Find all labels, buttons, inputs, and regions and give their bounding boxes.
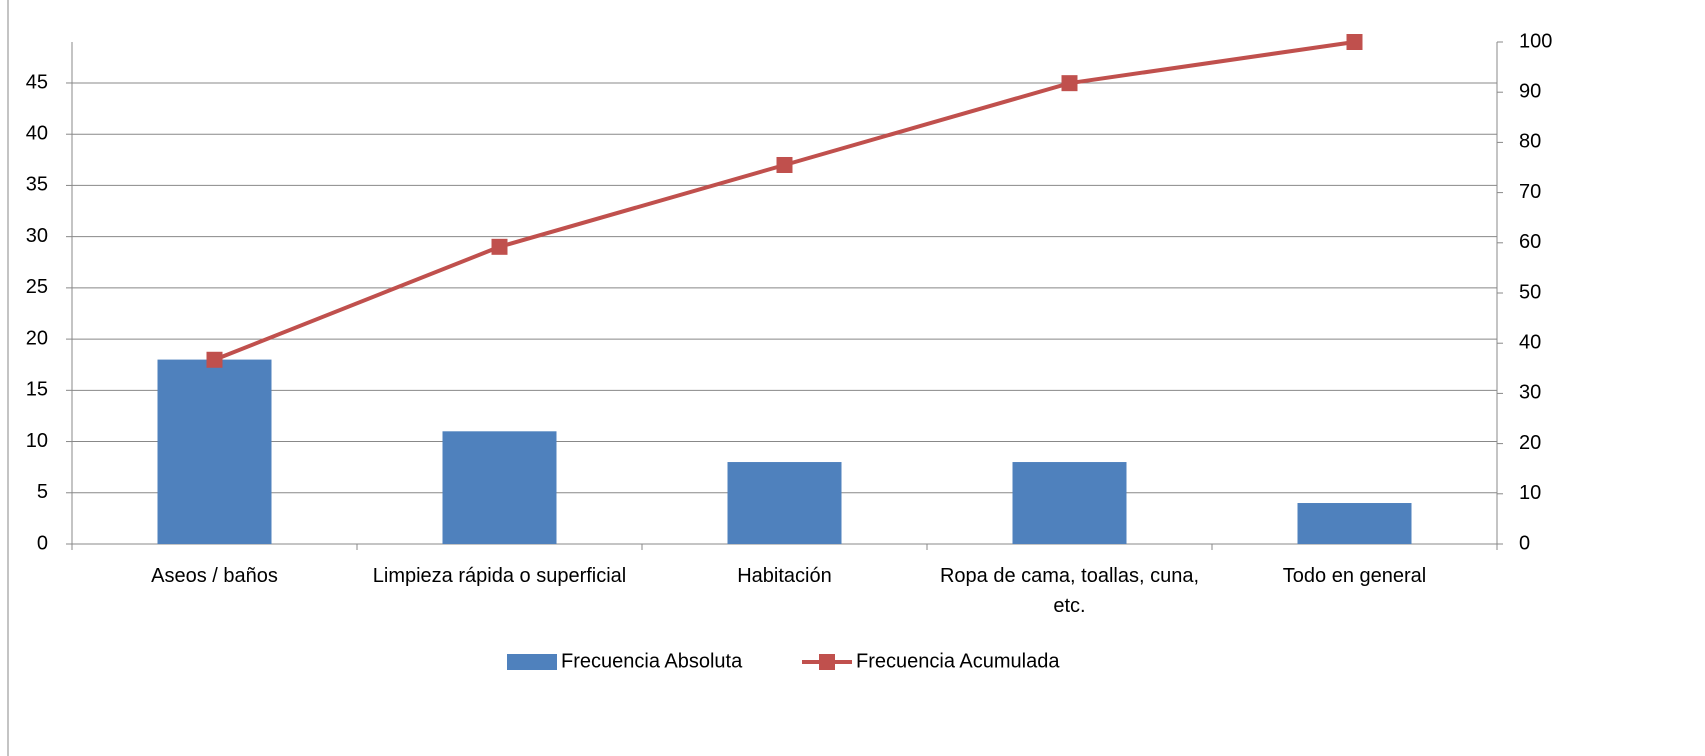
bar — [1297, 503, 1412, 544]
y2-tick-label: 20 — [1519, 432, 1541, 454]
legend-label: Frecuencia Acumulada — [856, 650, 1060, 672]
y-tick-label: 10 — [26, 430, 48, 452]
y2-tick-label: 90 — [1519, 80, 1541, 102]
x-tick-label: Aseos / baños — [151, 565, 278, 587]
y2-tick-label: 0 — [1519, 532, 1530, 554]
y-tick-label: 40 — [26, 122, 48, 144]
marker — [206, 351, 223, 368]
y2-tick-label: 40 — [1519, 331, 1541, 353]
y-tick-label: 25 — [26, 276, 48, 298]
y2-tick-label: 80 — [1519, 131, 1541, 153]
bar — [727, 462, 842, 544]
x-tick-label: Ropa de cama, toallas, cuna, etc. — [939, 565, 1200, 617]
y-tick-label: 20 — [26, 327, 48, 349]
legend-label: Frecuencia Absoluta — [561, 650, 743, 672]
y-tick-label: 15 — [26, 379, 48, 401]
x-tick-label: Limpieza rápida o superficial — [372, 565, 627, 587]
y-tick-label: 45 — [26, 71, 48, 93]
y-tick-label: 5 — [37, 481, 48, 503]
y2-tick-label: 50 — [1519, 281, 1541, 303]
marker — [776, 156, 793, 173]
bar — [442, 431, 557, 544]
y2-tick-label: 60 — [1519, 231, 1541, 253]
y2-tick-label: 100 — [1519, 30, 1552, 52]
bar — [1012, 462, 1127, 544]
bar — [157, 359, 272, 544]
y2-tick-label: 30 — [1519, 382, 1541, 404]
marker — [491, 238, 508, 255]
legend-swatch — [819, 654, 835, 670]
marker — [1061, 75, 1078, 92]
line — [213, 40, 1355, 362]
y2-tick-label: 10 — [1519, 482, 1541, 504]
marker — [1346, 34, 1363, 50]
x-tick-label: Habitación — [737, 565, 832, 587]
y-tick-label: 35 — [26, 174, 48, 196]
y-tick-label: 0 — [37, 532, 48, 554]
y-tick-label: 30 — [26, 225, 48, 247]
x-tick-label: Todo en general — [1282, 565, 1427, 587]
legend-swatch — [507, 654, 557, 670]
y2-tick-label: 70 — [1519, 181, 1541, 203]
